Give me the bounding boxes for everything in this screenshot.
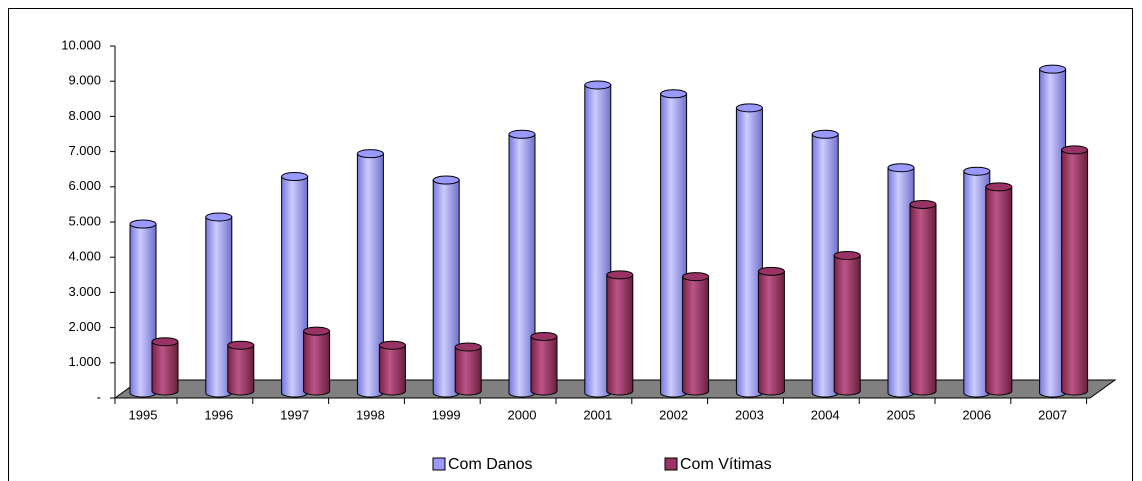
y-tick-label: 4.000 — [68, 249, 101, 264]
bar — [151, 337, 179, 396]
y-tick-label: 1.000 — [68, 354, 101, 369]
y-tick-label: 7.000 — [68, 143, 101, 158]
bar — [1061, 145, 1089, 396]
bar — [909, 199, 937, 396]
bar — [508, 129, 536, 398]
bar — [757, 266, 785, 396]
bar — [303, 326, 331, 396]
x-tick-label: 1997 — [280, 407, 309, 422]
frame — [8, 8, 1133, 481]
bar — [378, 340, 406, 396]
bar — [606, 270, 634, 396]
legend-label: Com Vítimas — [680, 456, 772, 473]
x-tick-label: 1996 — [204, 407, 233, 422]
x-tick-label: 2007 — [1038, 407, 1067, 422]
y-tick-label: 9.000 — [68, 73, 101, 88]
bar — [432, 175, 460, 398]
y-tick-label: 3.000 — [68, 284, 101, 299]
bar — [985, 182, 1013, 396]
y-tick-label: 10.000 — [61, 37, 101, 52]
y-tick-label: - — [97, 389, 101, 404]
bar — [833, 250, 861, 396]
bar — [129, 219, 157, 398]
y-tick-label: 6.000 — [68, 178, 101, 193]
x-tick-label: 2002 — [659, 407, 688, 422]
y-tick-label: 8.000 — [68, 108, 101, 123]
x-tick-label: 2003 — [735, 407, 764, 422]
bar — [227, 340, 255, 396]
bar — [682, 272, 710, 396]
bar — [530, 331, 558, 396]
x-tick-label: 1998 — [356, 407, 385, 422]
legend-label: Com Danos — [448, 456, 532, 473]
bar — [454, 342, 482, 396]
y-tick-label: 5.000 — [68, 213, 101, 228]
legend-swatch — [664, 457, 678, 471]
x-tick-label: 1999 — [432, 407, 461, 422]
x-tick-label: 2000 — [508, 407, 537, 422]
legend-swatch — [432, 457, 446, 471]
x-tick-label: 2001 — [583, 407, 612, 422]
x-tick-label: 2006 — [962, 407, 991, 422]
x-tick-label: 2005 — [887, 407, 916, 422]
x-tick-label: 1995 — [129, 407, 158, 422]
y-tick-label: 2.000 — [68, 319, 101, 334]
x-tick-label: 2004 — [811, 407, 840, 422]
